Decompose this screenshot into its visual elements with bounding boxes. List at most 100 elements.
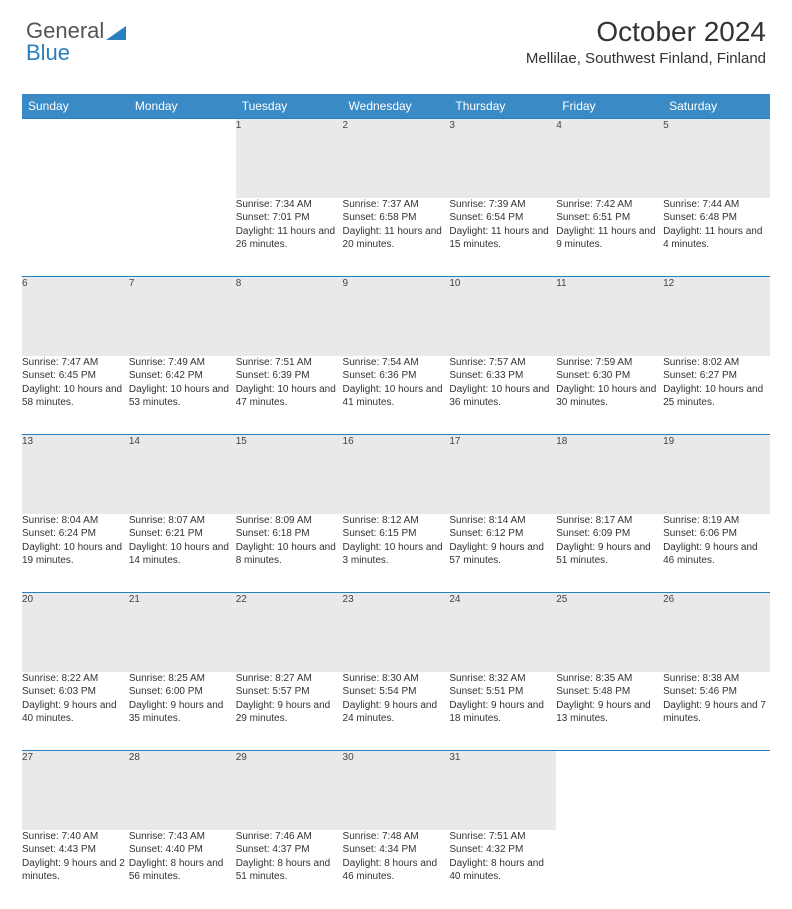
daylight-text: Daylight: 10 hours and 25 minutes. <box>663 383 770 410</box>
day-number-cell: 16 <box>343 435 450 514</box>
day-cell: Sunrise: 7:57 AMSunset: 6:33 PMDaylight:… <box>449 356 556 435</box>
day-cell: Sunrise: 8:14 AMSunset: 6:12 PMDaylight:… <box>449 514 556 593</box>
day-number-cell: 11 <box>556 277 663 356</box>
calendar-table: Sunday Monday Tuesday Wednesday Thursday… <box>22 94 770 909</box>
day-number-cell: 10 <box>449 277 556 356</box>
day-number-cell: 29 <box>236 751 343 830</box>
sunset-text: Sunset: 5:48 PM <box>556 685 663 699</box>
day-number-cell: 7 <box>129 277 236 356</box>
day-number-cell: 2 <box>343 119 450 198</box>
day-cell: Sunrise: 7:43 AMSunset: 4:40 PMDaylight:… <box>129 830 236 909</box>
daylight-text: Daylight: 11 hours and 20 minutes. <box>343 225 450 252</box>
daylight-text: Daylight: 10 hours and 30 minutes. <box>556 383 663 410</box>
daylight-text: Daylight: 9 hours and 57 minutes. <box>449 541 556 568</box>
daylight-text: Daylight: 9 hours and 7 minutes. <box>663 699 770 726</box>
day-number-cell: 27 <box>22 751 129 830</box>
sunset-text: Sunset: 6:48 PM <box>663 211 770 225</box>
daylight-text: Daylight: 10 hours and 53 minutes. <box>129 383 236 410</box>
day-number-cell: 19 <box>663 435 770 514</box>
weekday-header: Saturday <box>663 94 770 119</box>
daylight-text: Daylight: 9 hours and 46 minutes. <box>663 541 770 568</box>
day-cell: Sunrise: 8:22 AMSunset: 6:03 PMDaylight:… <box>22 672 129 751</box>
daylight-text: Daylight: 8 hours and 46 minutes. <box>343 857 450 884</box>
daylight-text: Daylight: 11 hours and 15 minutes. <box>449 225 556 252</box>
sunrise-text: Sunrise: 8:25 AM <box>129 672 236 686</box>
sunrise-text: Sunrise: 8:27 AM <box>236 672 343 686</box>
day-cell: Sunrise: 8:09 AMSunset: 6:18 PMDaylight:… <box>236 514 343 593</box>
day-body-row: Sunrise: 7:47 AMSunset: 6:45 PMDaylight:… <box>22 356 770 435</box>
daynum-row: 12345 <box>22 119 770 198</box>
sunset-text: Sunset: 6:06 PM <box>663 527 770 541</box>
day-number-cell: 26 <box>663 593 770 672</box>
day-number-cell: 20 <box>22 593 129 672</box>
day-number-cell: 9 <box>343 277 450 356</box>
day-number-cell <box>129 119 236 198</box>
sunset-text: Sunset: 6:00 PM <box>129 685 236 699</box>
day-cell: Sunrise: 7:37 AMSunset: 6:58 PMDaylight:… <box>343 198 450 277</box>
sunrise-text: Sunrise: 7:37 AM <box>343 198 450 212</box>
day-number-cell: 8 <box>236 277 343 356</box>
daynum-row: 20212223242526 <box>22 593 770 672</box>
sunset-text: Sunset: 4:40 PM <box>129 843 236 857</box>
sunset-text: Sunset: 6:27 PM <box>663 369 770 383</box>
day-number-cell: 1 <box>236 119 343 198</box>
day-number-cell: 21 <box>129 593 236 672</box>
day-number-cell: 31 <box>449 751 556 830</box>
day-cell: Sunrise: 7:46 AMSunset: 4:37 PMDaylight:… <box>236 830 343 909</box>
sunset-text: Sunset: 4:37 PM <box>236 843 343 857</box>
sunrise-text: Sunrise: 7:43 AM <box>129 830 236 844</box>
daylight-text: Daylight: 11 hours and 26 minutes. <box>236 225 343 252</box>
daylight-text: Daylight: 9 hours and 13 minutes. <box>556 699 663 726</box>
day-body-row: Sunrise: 7:34 AMSunset: 7:01 PMDaylight:… <box>22 198 770 277</box>
daylight-text: Daylight: 10 hours and 58 minutes. <box>22 383 129 410</box>
sunrise-text: Sunrise: 7:40 AM <box>22 830 129 844</box>
sunrise-text: Sunrise: 8:14 AM <box>449 514 556 528</box>
location-subtitle: Mellilae, Southwest Finland, Finland <box>526 50 766 67</box>
sunrise-text: Sunrise: 7:39 AM <box>449 198 556 212</box>
day-cell: Sunrise: 7:51 AMSunset: 6:39 PMDaylight:… <box>236 356 343 435</box>
sunrise-text: Sunrise: 8:35 AM <box>556 672 663 686</box>
day-cell: Sunrise: 8:32 AMSunset: 5:51 PMDaylight:… <box>449 672 556 751</box>
sunrise-text: Sunrise: 7:57 AM <box>449 356 556 370</box>
day-body-row: Sunrise: 7:40 AMSunset: 4:43 PMDaylight:… <box>22 830 770 909</box>
weekday-header: Wednesday <box>343 94 450 119</box>
sunrise-text: Sunrise: 8:04 AM <box>22 514 129 528</box>
day-cell: Sunrise: 7:59 AMSunset: 6:30 PMDaylight:… <box>556 356 663 435</box>
daylight-text: Daylight: 9 hours and 51 minutes. <box>556 541 663 568</box>
day-cell: Sunrise: 7:49 AMSunset: 6:42 PMDaylight:… <box>129 356 236 435</box>
daylight-text: Daylight: 9 hours and 40 minutes. <box>22 699 129 726</box>
daynum-row: 6789101112 <box>22 277 770 356</box>
day-cell: Sunrise: 7:48 AMSunset: 4:34 PMDaylight:… <box>343 830 450 909</box>
day-body-row: Sunrise: 8:22 AMSunset: 6:03 PMDaylight:… <box>22 672 770 751</box>
daylight-text: Daylight: 8 hours and 51 minutes. <box>236 857 343 884</box>
brand-line2: Blue <box>26 42 126 64</box>
sunset-text: Sunset: 5:51 PM <box>449 685 556 699</box>
sunset-text: Sunset: 6:03 PM <box>22 685 129 699</box>
sunset-text: Sunset: 6:51 PM <box>556 211 663 225</box>
day-cell: Sunrise: 8:30 AMSunset: 5:54 PMDaylight:… <box>343 672 450 751</box>
weekday-header: Thursday <box>449 94 556 119</box>
day-number-cell: 12 <box>663 277 770 356</box>
sunset-text: Sunset: 6:12 PM <box>449 527 556 541</box>
day-number-cell: 4 <box>556 119 663 198</box>
day-cell: Sunrise: 8:12 AMSunset: 6:15 PMDaylight:… <box>343 514 450 593</box>
day-cell: Sunrise: 8:25 AMSunset: 6:00 PMDaylight:… <box>129 672 236 751</box>
weekday-header: Friday <box>556 94 663 119</box>
day-number-cell <box>663 751 770 830</box>
daylight-text: Daylight: 11 hours and 9 minutes. <box>556 225 663 252</box>
day-body-row: Sunrise: 8:04 AMSunset: 6:24 PMDaylight:… <box>22 514 770 593</box>
sunset-text: Sunset: 6:54 PM <box>449 211 556 225</box>
sunrise-text: Sunrise: 8:12 AM <box>343 514 450 528</box>
sunset-text: Sunset: 6:21 PM <box>129 527 236 541</box>
daylight-text: Daylight: 9 hours and 35 minutes. <box>129 699 236 726</box>
daynum-row: 2728293031 <box>22 751 770 830</box>
sunrise-text: Sunrise: 8:07 AM <box>129 514 236 528</box>
day-number-cell: 3 <box>449 119 556 198</box>
daylight-text: Daylight: 10 hours and 3 minutes. <box>343 541 450 568</box>
sunset-text: Sunset: 5:57 PM <box>236 685 343 699</box>
sunset-text: Sunset: 7:01 PM <box>236 211 343 225</box>
sunset-text: Sunset: 4:32 PM <box>449 843 556 857</box>
sunrise-text: Sunrise: 8:30 AM <box>343 672 450 686</box>
day-cell: Sunrise: 8:19 AMSunset: 6:06 PMDaylight:… <box>663 514 770 593</box>
day-number-cell: 25 <box>556 593 663 672</box>
